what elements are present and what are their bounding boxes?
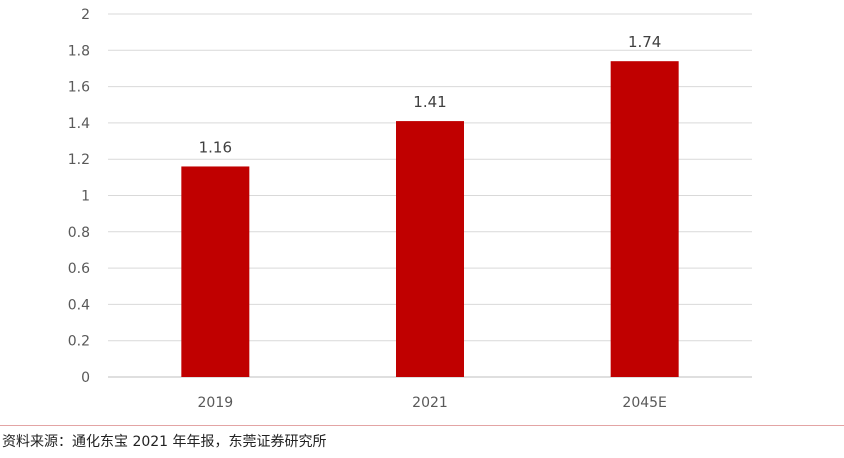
y-tick-label: 1 [81,189,90,205]
y-tick-label: 0 [81,370,90,386]
y-tick-label: 1.4 [68,116,90,132]
bars [181,61,679,378]
x-tick-label-2045E: 2045E [622,395,666,411]
bar-2019 [181,166,250,377]
y-axis-ticks: 0 0.2 0.4 0.6 0.8 1 1.2 1.4 1.6 1.8 2 [68,7,90,386]
bar-chart: 0 0.2 0.4 0.6 0.8 1 1.2 1.4 1.6 1.8 2 1.16 1.41 1.74… [68,7,752,411]
x-axis-ticks: 2019 2021 2045E [198,395,667,411]
y-tick-label: 1.2 [68,152,90,168]
y-tick-label: 1.6 [68,80,90,96]
source-note: 资料来源：通化东宝 2021 年年报，东莞证券研究所 [2,434,327,450]
bar-2021 [396,121,464,378]
data-label-2045E: 1.74 [628,33,661,51]
y-tick-label: 2 [81,7,90,23]
data-labels: 1.16 1.41 1.74 [199,33,662,156]
y-tick-label: 0.6 [68,261,90,277]
data-label-2019: 1.16 [199,138,232,156]
source-divider [0,425,844,426]
y-tick-label: 0.4 [68,297,90,313]
bar-2045E [610,61,679,377]
y-tick-label: 0.2 [68,334,90,350]
x-tick-label-2019: 2019 [198,395,234,411]
x-tick-label-2021: 2021 [412,395,448,411]
y-tick-label: 1.8 [68,43,90,59]
data-label-2021: 1.41 [413,93,446,111]
y-tick-label: 0.8 [68,225,90,241]
